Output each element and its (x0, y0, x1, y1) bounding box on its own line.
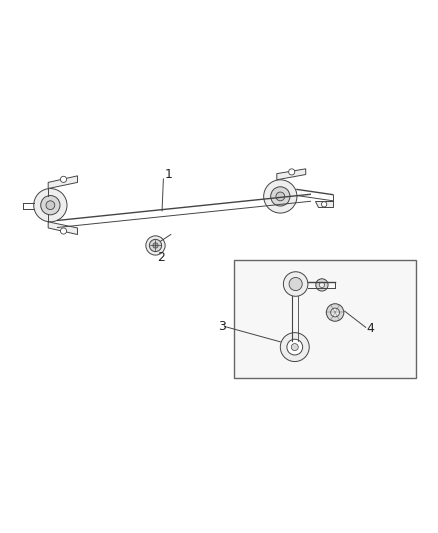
Polygon shape (277, 169, 306, 180)
Circle shape (291, 344, 298, 351)
Circle shape (41, 196, 60, 215)
Circle shape (153, 243, 158, 248)
Polygon shape (315, 201, 333, 207)
Circle shape (276, 192, 285, 201)
Circle shape (289, 169, 295, 175)
Circle shape (280, 333, 309, 361)
Circle shape (146, 236, 165, 255)
Polygon shape (48, 222, 78, 235)
Circle shape (287, 339, 303, 355)
Circle shape (316, 279, 328, 291)
Circle shape (264, 180, 297, 213)
Circle shape (321, 201, 327, 207)
Circle shape (149, 239, 162, 252)
Polygon shape (48, 176, 78, 189)
Circle shape (331, 308, 339, 317)
Circle shape (60, 176, 67, 182)
Circle shape (46, 201, 55, 209)
Text: 3: 3 (219, 320, 226, 333)
Circle shape (271, 187, 290, 206)
Circle shape (289, 278, 302, 290)
Text: 4: 4 (366, 322, 374, 335)
Circle shape (283, 272, 308, 296)
Circle shape (326, 304, 344, 321)
Text: 2: 2 (157, 251, 165, 264)
Circle shape (34, 189, 67, 222)
Circle shape (60, 228, 67, 234)
Text: 1: 1 (165, 168, 173, 181)
Bar (234, 260, 416, 378)
Circle shape (319, 282, 325, 287)
